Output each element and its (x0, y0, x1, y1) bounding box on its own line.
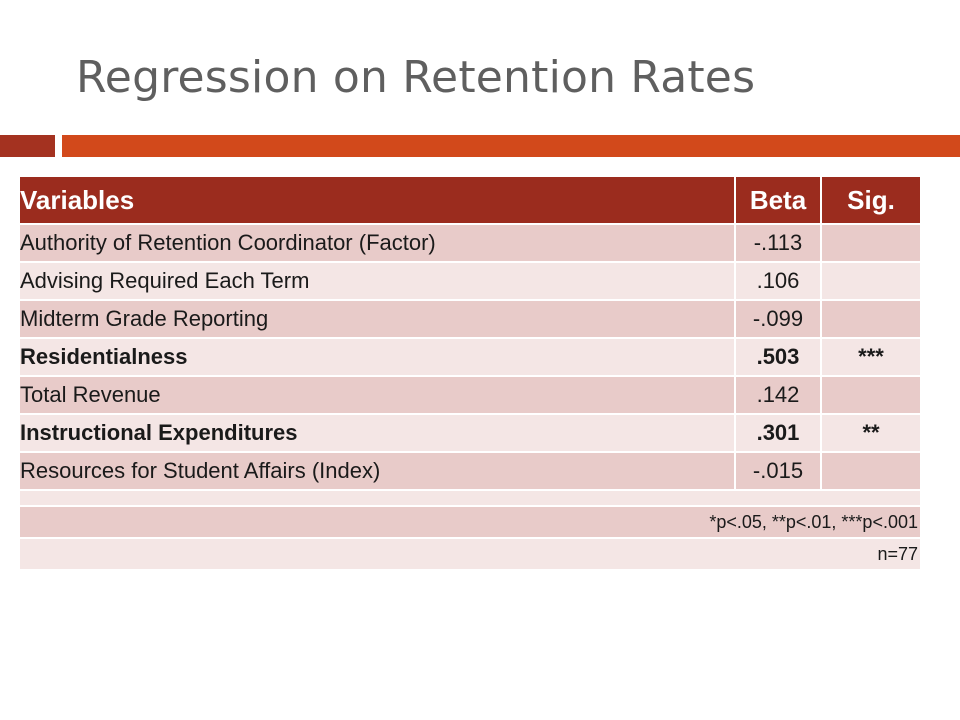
table-row: Residentialness .503 *** (18, 337, 922, 377)
accent-bar-left (0, 135, 55, 157)
sample-size: n=77 (18, 537, 922, 571)
regression-table: Variables Beta Sig. Authority of Retenti… (18, 175, 922, 571)
sig-cell (820, 261, 922, 301)
significance-note-row: *p<.05, **p<.01, ***p<.001 (18, 505, 922, 539)
sig-cell (820, 451, 922, 491)
variable-cell: Resources for Student Affairs (Index) (18, 451, 736, 491)
beta-cell: -.099 (734, 299, 822, 339)
header-variables: Variables (18, 175, 736, 225)
table-row: Resources for Student Affairs (Index) -.… (18, 451, 922, 491)
header-sig: Sig. (820, 175, 922, 225)
variable-cell: Authority of Retention Coordinator (Fact… (18, 223, 736, 263)
sig-cell: ** (820, 413, 922, 453)
sig-cell (820, 375, 922, 415)
sample-size-row: n=77 (18, 537, 922, 571)
beta-cell: .142 (734, 375, 822, 415)
significance-note: *p<.05, **p<.01, ***p<.001 (18, 505, 922, 539)
variable-cell: Advising Required Each Term (18, 261, 736, 301)
beta-cell: .503 (734, 337, 822, 377)
sig-cell: *** (820, 337, 922, 377)
header-beta: Beta (734, 175, 822, 225)
table-row: Advising Required Each Term .106 (18, 261, 922, 301)
beta-cell: -.113 (734, 223, 822, 263)
spacer-row (18, 489, 922, 507)
sig-cell (820, 299, 922, 339)
slide-title: Regression on Retention Rates (76, 52, 756, 103)
table-row: Authority of Retention Coordinator (Fact… (18, 223, 922, 263)
spacer-cell (18, 489, 922, 507)
variable-cell: Residentialness (18, 337, 736, 377)
table-row: Total Revenue .142 (18, 375, 922, 415)
table-header-row: Variables Beta Sig. (18, 175, 922, 225)
beta-cell: -.015 (734, 451, 822, 491)
variable-cell: Instructional Expenditures (18, 413, 736, 453)
table-row: Midterm Grade Reporting -.099 (18, 299, 922, 339)
variable-cell: Total Revenue (18, 375, 736, 415)
table-row: Instructional Expenditures .301 ** (18, 413, 922, 453)
beta-cell: .301 (734, 413, 822, 453)
sig-cell (820, 223, 922, 263)
variable-cell: Midterm Grade Reporting (18, 299, 736, 339)
beta-cell: .106 (734, 261, 822, 301)
accent-bar-right (62, 135, 960, 157)
